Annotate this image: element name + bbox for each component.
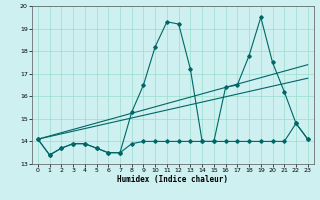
X-axis label: Humidex (Indice chaleur): Humidex (Indice chaleur) [117, 175, 228, 184]
